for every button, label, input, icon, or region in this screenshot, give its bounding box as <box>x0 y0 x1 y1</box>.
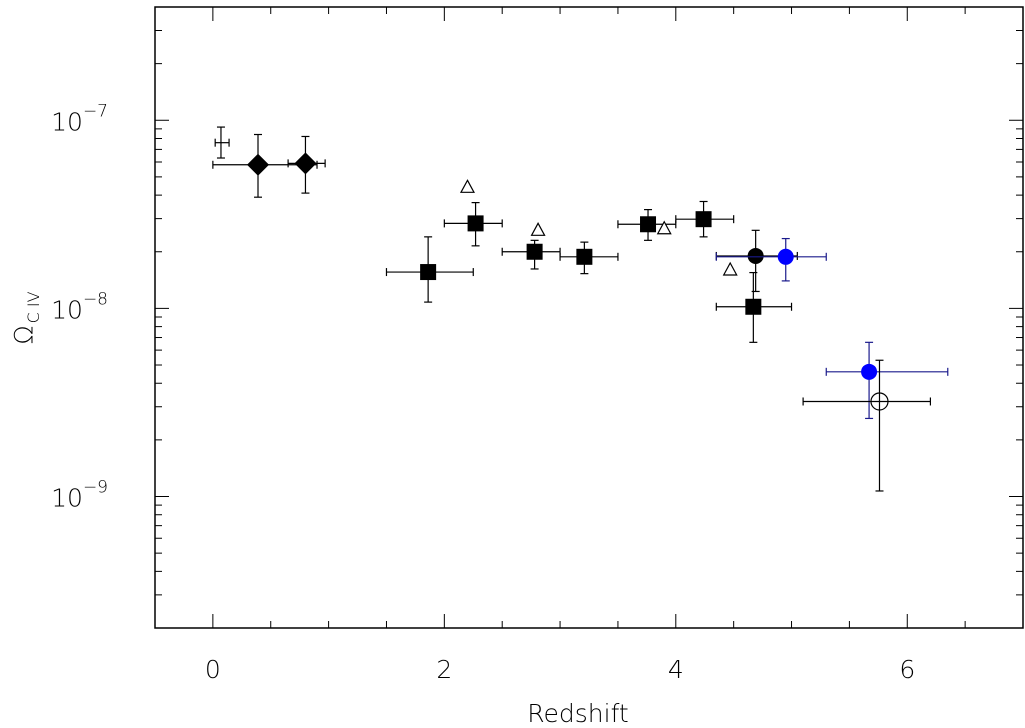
error-bars <box>214 126 230 159</box>
y-tick-labels: 10−7 10−8 10−9 <box>51 101 108 512</box>
data-point <box>420 264 437 281</box>
y-axis-label: Ω C IV <box>9 291 43 344</box>
series-circle <box>715 237 949 420</box>
data-series <box>212 126 949 492</box>
x-tick-label: 0 <box>205 655 221 684</box>
x-tick-label: 2 <box>436 655 452 684</box>
svg-text:ΩC IV: Ω C IV <box>9 291 43 344</box>
data-point <box>870 392 889 411</box>
error-bars <box>825 341 949 420</box>
axis-ticks <box>154 6 1024 629</box>
error-bars <box>715 237 827 282</box>
series-square <box>385 200 793 343</box>
data-point <box>656 220 672 235</box>
data-point <box>526 243 543 260</box>
data-point <box>640 216 657 233</box>
y-tick-label: 10−8 <box>51 289 108 324</box>
data-point <box>576 248 593 265</box>
data-point <box>722 261 738 276</box>
data-point <box>530 222 546 236</box>
series-plus <box>214 126 230 159</box>
data-point <box>220 141 222 144</box>
plot-frame <box>154 6 1024 629</box>
y-axis-label-sub: C IV <box>24 291 43 323</box>
series-triangle-open <box>459 179 738 276</box>
y-tick-label: 10−9 <box>51 478 108 513</box>
data-point <box>745 298 762 315</box>
data-point <box>294 152 317 175</box>
x-axis-label: Redshift <box>527 699 628 728</box>
x-tick-label: 4 <box>668 655 684 684</box>
data-point <box>777 248 794 265</box>
data-point <box>247 153 270 176</box>
x-tick-labels: 0 2 4 6 <box>205 655 915 684</box>
x-tick-label: 6 <box>899 655 915 684</box>
y-axis-label-main: Ω <box>9 325 38 344</box>
data-point <box>695 211 712 228</box>
series-circle-open <box>802 359 932 492</box>
series-diamond <box>212 133 326 198</box>
data-point <box>467 215 484 232</box>
data-point <box>861 363 878 380</box>
error-bars <box>802 359 932 492</box>
data-point <box>459 179 475 193</box>
y-tick-label: 10−7 <box>51 101 108 136</box>
data-point <box>747 247 764 264</box>
